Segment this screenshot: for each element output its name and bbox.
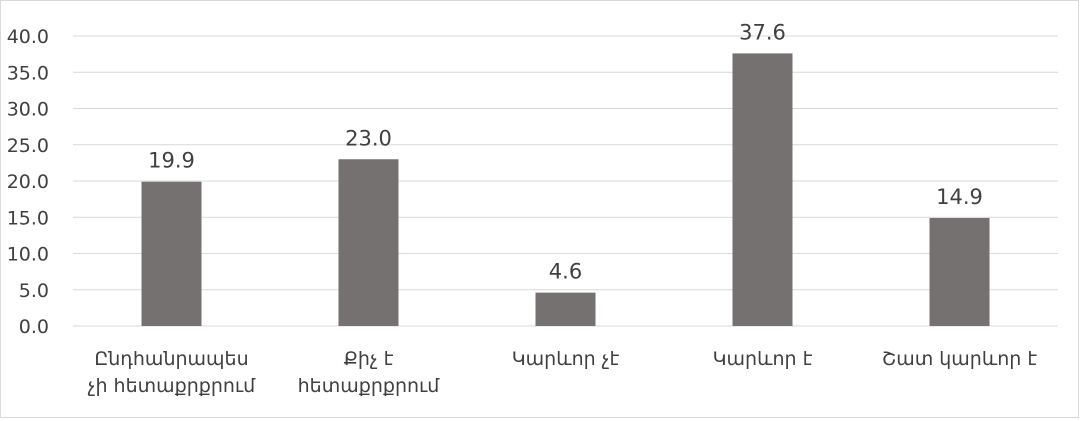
y-tick-label: 5.0	[19, 280, 49, 302]
y-tick-label: 10.0	[7, 244, 49, 266]
x-category-label: Ընդհանրապես	[94, 348, 248, 370]
y-tick-label: 25.0	[7, 135, 49, 157]
data-label: 4.6	[549, 260, 582, 284]
y-tick-label: 0.0	[19, 316, 49, 338]
data-label: 14.9	[936, 185, 983, 209]
data-label: 19.9	[148, 149, 195, 173]
data-label: 23.0	[345, 126, 392, 150]
x-category-label: Շատ կարևոր է	[882, 348, 1038, 370]
x-category-label: չի հետաքրքրում	[88, 375, 256, 397]
x-axis-categories: Ընդհանրապես չի հետաքրքրում Քիչ է հետաքրքրու…	[88, 348, 1038, 397]
bar	[732, 53, 793, 327]
data-labels: 19.9 23.0 4.6 37.6 14.9	[148, 20, 983, 283]
y-tick-label: 15.0	[7, 207, 49, 229]
x-category-label: հետաքրքրում	[298, 375, 441, 397]
bar	[338, 159, 399, 326]
bar	[141, 181, 202, 326]
x-category-label: Կարևոր է	[713, 348, 813, 370]
y-tick-label: 40.0	[7, 26, 49, 48]
data-label: 37.6	[739, 20, 786, 44]
y-tick-label: 20.0	[7, 171, 49, 193]
x-category-label: Կարևոր չէ	[512, 348, 620, 370]
gridlines	[73, 35, 1058, 327]
x-category-label: Քիչ է	[344, 348, 394, 370]
y-tick-label: 35.0	[7, 62, 49, 84]
y-tick-label: 30.0	[7, 99, 49, 121]
bars	[141, 53, 990, 327]
y-axis-ticks: 0.0 5.0 10.0 15.0 20.0 25.0 30.0 35.0 40.0	[7, 26, 49, 338]
bar	[929, 217, 990, 326]
bar	[535, 292, 596, 326]
